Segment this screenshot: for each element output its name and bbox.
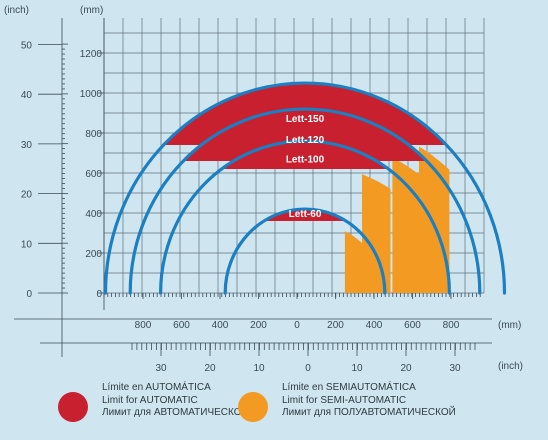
legend-automatic-es: Límite en AUTOMÁTICA — [102, 382, 211, 393]
reach-arc-lett-150 — [103, 81, 507, 295]
legend-automatic-en: Limit for AUTOMATIC — [102, 394, 198, 406]
mm-unit-label-right: (mm) — [498, 320, 521, 331]
semi-auto-zone-lett-60 — [344, 231, 362, 293]
legend-semi-ru: Лимит для ПОЛУАВТОМАТИЧЕСКОЙ — [282, 407, 456, 418]
model-label: Lett-60 — [289, 209, 322, 220]
reach-arc-lett-120 — [128, 107, 482, 295]
left-mm-tick-label: 1200 — [80, 49, 103, 60]
left-inch-tick-label: 40 — [21, 90, 33, 101]
diagram-canvas: (inch) (mm) (mm) (inch) 0102030405002004… — [4, 5, 523, 374]
bottom-inch-tick-label: 30 — [449, 363, 461, 374]
model-label: Lett-150 — [286, 114, 325, 125]
legend-semi-automatic: Límite en SEMIAUTOMÁTICA Limit for SEMI-… — [238, 382, 456, 422]
semi-automatic-swatch — [238, 392, 268, 422]
automatic-swatch — [58, 392, 88, 422]
bottom-mm-tick-label: 800 — [135, 320, 152, 331]
bottom-mm-tick-label: 400 — [212, 320, 229, 331]
left-mm-tick-label: 800 — [85, 129, 102, 140]
left-inch-tick-label: 20 — [21, 190, 33, 201]
bottom-inch-tick-label: 20 — [204, 363, 216, 374]
semi-auto-zone-lett-150 — [419, 146, 450, 293]
bottom-inch-tick-label: 10 — [351, 363, 363, 374]
bottom-mm-tick-label: 800 — [443, 320, 460, 331]
left-mm-tick-label: 0 — [96, 289, 102, 300]
model-label: Lett-100 — [286, 155, 325, 166]
legend-automatic: Límite en AUTOMÁTICA Limit for AUTOMATIC… — [58, 382, 249, 422]
bottom-inch-tick-label: 10 — [253, 363, 265, 374]
semi-auto-zone-lett-120 — [392, 161, 419, 293]
legend-semi-en: Limit for SEMI-AUTOMATIC — [282, 394, 407, 406]
legend-semi-es: Límite en SEMIAUTOMÁTICA — [282, 382, 416, 393]
left-inch-tick-label: 10 — [21, 239, 33, 250]
left-inch-tick-label: 0 — [26, 289, 32, 300]
inch-unit-label-right: (inch) — [498, 361, 523, 372]
left-mm-tick-label: 600 — [85, 169, 102, 180]
reach-arc-lett-60 — [223, 207, 387, 295]
left-inch-tick-label: 30 — [21, 140, 33, 151]
reach-arc-lett-100 — [159, 139, 451, 295]
semi-auto-zone-lett-100 — [362, 174, 391, 293]
bottom-mm-tick-label: 600 — [173, 320, 190, 331]
legend-automatic-ru: Лимит для АВТОМАТИЧЕСКОЙ — [102, 407, 249, 418]
bottom-mm-tick-label: 400 — [366, 320, 383, 331]
bottom-inch-tick-label: 20 — [400, 363, 412, 374]
bottom-inch-tick-label: 30 — [155, 363, 167, 374]
left-mm-tick-label: 1000 — [80, 89, 103, 100]
mm-unit-label-top: (mm) — [80, 5, 103, 16]
left-mm-tick-label: 400 — [85, 209, 102, 220]
bottom-inch-tick-label: 0 — [305, 363, 311, 374]
model-label: Lett-120 — [286, 135, 325, 146]
left-inch-tick-label: 50 — [21, 41, 33, 52]
inch-unit-label-left: (inch) — [4, 5, 29, 16]
bottom-mm-tick-label: 600 — [404, 320, 421, 331]
bottom-mm-tick-label: 0 — [294, 320, 300, 331]
bottom-mm-tick-label: 200 — [327, 320, 344, 331]
left-mm-tick-label: 200 — [85, 249, 102, 260]
bottom-mm-tick-label: 200 — [250, 320, 267, 331]
